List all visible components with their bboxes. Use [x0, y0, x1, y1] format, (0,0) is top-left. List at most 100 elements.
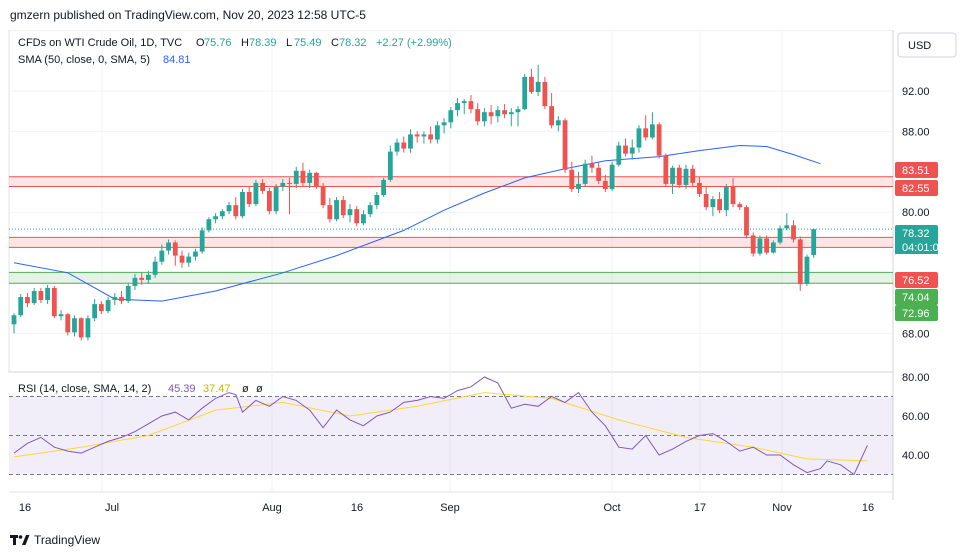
candle[interactable] [314, 171, 319, 189]
candle[interactable] [119, 290, 124, 305]
candle[interactable] [750, 232, 756, 257]
candle[interactable] [72, 315, 77, 337]
candle[interactable] [186, 252, 192, 267]
candle[interactable] [791, 220, 796, 243]
candle[interactable] [549, 93, 554, 129]
candle[interactable] [31, 287, 37, 306]
candle[interactable] [757, 235, 763, 256]
candle[interactable] [488, 105, 494, 125]
candle[interactable] [434, 121, 440, 144]
candle[interactable] [616, 141, 622, 167]
candle[interactable] [811, 228, 817, 258]
candle[interactable] [246, 186, 252, 208]
candle[interactable] [334, 197, 339, 222]
candle[interactable] [233, 197, 239, 220]
candle[interactable] [542, 76, 548, 110]
candle[interactable] [287, 177, 292, 215]
candle[interactable] [179, 250, 185, 268]
candle[interactable] [394, 138, 400, 156]
candle[interactable] [58, 310, 64, 321]
candle[interactable] [125, 282, 131, 304]
candle[interactable] [764, 235, 770, 255]
candle[interactable] [643, 115, 649, 141]
candle[interactable] [92, 299, 98, 322]
candle[interactable] [387, 145, 393, 182]
candle[interactable] [105, 297, 111, 314]
candle[interactable] [636, 125, 642, 153]
candle[interactable] [51, 285, 57, 319]
candle[interactable] [367, 202, 373, 218]
candle[interactable] [455, 98, 460, 117]
candle[interactable] [172, 240, 178, 266]
candle[interactable] [300, 162, 306, 186]
candle[interactable] [663, 153, 669, 187]
candle[interactable] [529, 68, 534, 95]
candle[interactable] [193, 248, 198, 261]
candle[interactable] [468, 95, 474, 114]
candle[interactable] [723, 183, 729, 217]
candle[interactable] [260, 178, 266, 195]
chart-area[interactable]: 92.00 88.00 80.00 68.00 80.00 60.00 40.00 16 Jul… [0, 30, 970, 530]
candle[interactable] [582, 159, 588, 187]
currency-button[interactable] [897, 32, 957, 58]
candle[interactable] [98, 301, 104, 315]
candle[interactable] [11, 313, 17, 334]
candle[interactable] [266, 187, 272, 215]
candle[interactable] [777, 225, 783, 245]
candle[interactable] [347, 204, 353, 223]
candle[interactable] [441, 118, 447, 134]
candle[interactable] [65, 313, 71, 336]
candle[interactable] [770, 240, 776, 254]
candle[interactable] [522, 73, 528, 111]
candle[interactable] [502, 104, 507, 119]
candle[interactable] [273, 183, 279, 215]
candle[interactable] [414, 131, 420, 143]
candle[interactable] [18, 294, 24, 318]
candle[interactable] [737, 202, 743, 211]
candle[interactable] [38, 287, 44, 304]
candle[interactable] [354, 206, 360, 227]
candle[interactable] [199, 227, 205, 254]
candle[interactable] [475, 103, 481, 126]
candle[interactable] [159, 244, 165, 265]
candle[interactable] [676, 164, 682, 188]
candle[interactable] [589, 155, 595, 173]
candle[interactable] [78, 317, 84, 341]
candle[interactable] [340, 196, 346, 219]
candle[interactable] [293, 166, 299, 188]
candle[interactable] [421, 131, 427, 144]
candle[interactable] [508, 108, 514, 127]
candle[interactable] [656, 122, 662, 159]
candle[interactable] [374, 192, 380, 210]
candle[interactable] [482, 108, 487, 127]
candle[interactable] [784, 213, 790, 231]
candle[interactable] [730, 177, 736, 208]
candle[interactable] [408, 129, 413, 153]
candle[interactable] [206, 217, 212, 233]
candle[interactable] [166, 239, 171, 255]
candle[interactable] [670, 165, 675, 195]
candle[interactable] [253, 179, 259, 207]
candle[interactable] [703, 185, 709, 211]
candle[interactable] [85, 315, 91, 341]
candle[interactable] [219, 209, 225, 220]
candle[interactable] [401, 136, 407, 153]
candle[interactable] [495, 106, 501, 123]
candle[interactable] [448, 107, 454, 129]
candle[interactable] [576, 171, 581, 194]
candle[interactable] [569, 161, 575, 192]
candle[interactable] [717, 192, 722, 214]
candle[interactable] [650, 112, 655, 140]
candle[interactable] [602, 174, 608, 192]
candle[interactable] [146, 270, 151, 284]
candle[interactable] [132, 273, 138, 290]
candle[interactable] [710, 196, 716, 217]
candle[interactable] [461, 99, 467, 115]
candle[interactable] [213, 213, 218, 224]
candle[interactable] [683, 164, 689, 189]
candle[interactable] [555, 116, 561, 132]
candle[interactable] [240, 188, 245, 219]
candle[interactable] [609, 161, 615, 191]
candle[interactable] [515, 106, 521, 127]
candle[interactable] [596, 162, 602, 184]
